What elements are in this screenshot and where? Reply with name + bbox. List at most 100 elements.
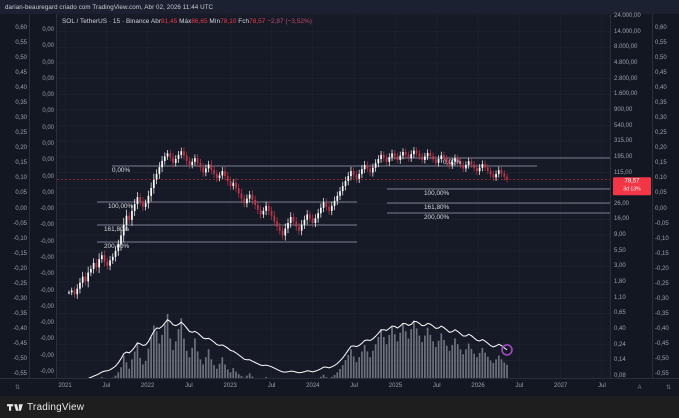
left-scale-secondary-tick: -0,00 bbox=[40, 352, 54, 359]
time-axis-tick: 2025 bbox=[388, 383, 403, 389]
right-price-tick: 8.000,00 bbox=[614, 44, 638, 51]
right-price-tick: 1,80 bbox=[614, 279, 626, 286]
left-scale-tick: -0,15 bbox=[13, 250, 27, 257]
right-price-tick: 0,24 bbox=[614, 341, 626, 348]
time-axis-tick: Jul bbox=[267, 383, 276, 389]
left-scale-secondary-tick: -0,00 bbox=[40, 206, 54, 213]
legend-open-label: Abr bbox=[150, 18, 162, 25]
right-scale-secondary-tick: 0,20 bbox=[655, 145, 667, 152]
time-axis[interactable]: 2021 Jul 2022 Jul 2023 Jul 2024 Jul 2025 Jul 2026 J… bbox=[0, 378, 679, 396]
left-scale-tick: 0,60 bbox=[15, 25, 27, 31]
right-price-tick: 0,08 bbox=[614, 373, 626, 379]
right-scale-secondary-tick: 0,05 bbox=[655, 190, 667, 197]
right-scale-secondary-tick: 0,35 bbox=[655, 100, 667, 107]
chart-plot-area[interactable] bbox=[57, 14, 610, 396]
right-scale-secondary-tick: 0,50 bbox=[655, 55, 667, 62]
gridlines bbox=[57, 14, 610, 396]
fib-label-left: 200,00% bbox=[104, 243, 130, 250]
left-scale-secondary-tick: -0,00 bbox=[40, 287, 54, 294]
current-price-value: 78,57 bbox=[624, 178, 640, 185]
tradingview-logo[interactable]: TradingView bbox=[0, 402, 84, 413]
legend-low-value: 78,10 bbox=[220, 18, 237, 25]
left-scale-tick: 0,25 bbox=[15, 130, 27, 137]
time-axis-tick: Jul bbox=[598, 383, 606, 389]
left-scale-tick: 0,55 bbox=[15, 40, 27, 47]
right-price-tick: 5,50 bbox=[614, 247, 626, 254]
left-price-scale-secondary[interactable]: 0,00 0,00 0,00 0,00 0,00 0,00 0,00 0,00 0,00 0,00… bbox=[30, 14, 57, 396]
right-price-tick: 1,10 bbox=[614, 294, 626, 301]
left-price-scale-primary[interactable]: 0,60 0,55 0,50 0,45 0,40 0,35 0,30 0,25 0,20 0,15… bbox=[0, 14, 30, 396]
right-price-tick: 195,00 bbox=[614, 153, 633, 160]
left-scale-secondary-tick: -0,00 bbox=[40, 255, 54, 261]
left-scale-secondary-tick: 0,00 bbox=[42, 92, 54, 99]
left-scale-secondary-tick: 0,00 bbox=[42, 27, 54, 33]
right-price-tick: 14.000,00 bbox=[614, 28, 641, 35]
right-scale-secondary-tick: -0,15 bbox=[655, 250, 669, 257]
left-scale-tick: -0,50 bbox=[13, 355, 27, 362]
watermark-text: darian-beauregard criado com TradingView… bbox=[5, 3, 214, 11]
symbol-legend[interactable]: SOL / TetherUS · 15 · Binance Abr81,45 M… bbox=[62, 18, 312, 25]
left-scale-tick: 0,00 bbox=[15, 205, 27, 212]
chart-svg bbox=[57, 14, 610, 396]
right-scale-secondary-tick: 0,30 bbox=[655, 115, 667, 122]
plot-bg bbox=[57, 14, 610, 396]
left-scale-tick: 0,15 bbox=[15, 160, 27, 167]
right-price-tick: 315,00 bbox=[614, 138, 633, 145]
right-scale-secondary[interactable]: 0,60 0,55 0,50 0,45 0,40 0,35 0,30 0,25 0,20 0,15… bbox=[652, 14, 679, 396]
bottom-bar: TradingView bbox=[0, 396, 679, 418]
end-of-data-marker bbox=[501, 344, 513, 356]
right-scale-secondary-tick: 0,10 bbox=[655, 175, 667, 182]
left-scale-secondary-tick: -0,00 bbox=[40, 238, 54, 245]
left-scale-secondary-tick: -0,00 bbox=[40, 303, 54, 310]
legend-open-value: 81,45 bbox=[161, 18, 178, 25]
legend-symbol: SOL / TetherUS · 15 · Binance bbox=[62, 18, 150, 25]
left-scale-secondary-tick: -0,00 bbox=[40, 271, 54, 278]
legend-close-value: 78,57 bbox=[249, 18, 266, 25]
time-axis-tick: Jul bbox=[515, 383, 524, 389]
fib-label-right: 200,00% bbox=[424, 214, 450, 221]
right-price-tick: 3,00 bbox=[614, 263, 626, 270]
right-price-tick: 9,00 bbox=[614, 232, 626, 239]
left-scale-secondary-tick: 0,00 bbox=[42, 59, 54, 66]
time-axis-tick: Jul bbox=[102, 383, 111, 389]
auto-scale-button[interactable]: A bbox=[637, 384, 642, 391]
chart-frame: 0,60 0,55 0,50 0,45 0,40 0,35 0,30 0,25 0,20 0,15… bbox=[0, 13, 679, 396]
left-scale-tick: 0,05 bbox=[15, 190, 27, 197]
left-scale-tick: -0,05 bbox=[13, 220, 27, 227]
right-price-tick: 26,00 bbox=[614, 200, 630, 207]
left-scale-secondary-tick: -0,00 bbox=[40, 336, 54, 343]
fib-label-left: 0,00% bbox=[112, 167, 131, 174]
left-scale-secondary-tick: 0,00 bbox=[42, 141, 54, 147]
left-scale-secondary-tick: 0,00 bbox=[42, 173, 54, 180]
legend-high-value: 86,65 bbox=[191, 18, 208, 25]
tradingview-wordmark: TradingView bbox=[27, 401, 85, 413]
left-scale-tick: 0,50 bbox=[15, 55, 27, 62]
fib-label-left: 161,80% bbox=[104, 226, 130, 233]
candlestick-series bbox=[68, 147, 508, 299]
right-price-tick: 0,14 bbox=[614, 357, 626, 364]
right-price-tick: 2.800,00 bbox=[614, 75, 638, 82]
left-scale-secondary-tick: -0,00 bbox=[40, 222, 54, 229]
right-scale-secondary-tick: 0,40 bbox=[655, 85, 667, 92]
left-scale-tick: -0,25 bbox=[13, 280, 27, 287]
right-scale-secondary-tick: 0,60 bbox=[655, 25, 667, 31]
right-price-tick: 115,00 bbox=[614, 169, 632, 176]
left-scale-tick: 0,20 bbox=[15, 145, 27, 152]
left-scale-secondary-tick: 0,00 bbox=[42, 43, 54, 50]
time-axis-tick: Jul bbox=[432, 383, 441, 389]
left-scale-secondary-tick: 0,00 bbox=[42, 157, 54, 164]
left-scale-tick: -0,20 bbox=[13, 265, 27, 272]
legend-high-label: Máx bbox=[179, 18, 192, 25]
right-scale-fit-button[interactable]: ⇅ bbox=[665, 385, 672, 391]
volume-ma-line bbox=[68, 319, 508, 384]
time-axis-tick: Jul bbox=[350, 383, 358, 389]
left-scale-tick: 0,40 bbox=[15, 85, 27, 92]
fib-label-right: 100,00% bbox=[424, 190, 450, 197]
right-price-scale[interactable]: 78,57 3d 13% 24.000,00 14.000,00 8.000,00 4… bbox=[610, 13, 652, 396]
left-scale-tick: -0,45 bbox=[13, 340, 27, 347]
left-scale-fit-button[interactable]: ⇅ bbox=[14, 385, 21, 391]
legend-close-label: Fch bbox=[238, 18, 250, 25]
right-scale-secondary-tick: 0,45 bbox=[655, 70, 667, 77]
left-scale-tick: 0,10 bbox=[15, 175, 27, 182]
fib-label-left: 100,00% bbox=[108, 203, 134, 210]
